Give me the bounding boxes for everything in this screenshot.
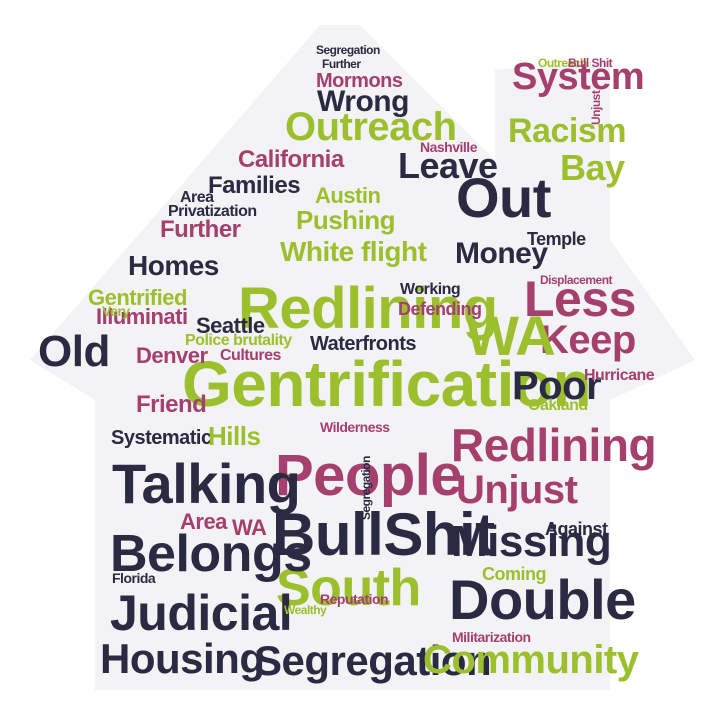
word-further: Further — [160, 216, 241, 243]
word-police-brutality: Police brutality — [185, 332, 292, 349]
word-pushing: Pushing — [296, 205, 396, 235]
word-racism: Racism — [508, 112, 626, 150]
word-waterfronts: Waterfronts — [310, 333, 416, 355]
word-oakland: Oakland — [528, 397, 588, 414]
word-defending: Defending — [398, 299, 482, 319]
word-less: Less — [524, 271, 636, 327]
word-temple: Temple — [527, 229, 586, 249]
word-unjust-vertical: Unjust — [589, 90, 603, 125]
word-segregation: Segregation — [254, 637, 492, 684]
word-system: System — [512, 56, 645, 98]
word-coming: Coming — [482, 564, 547, 584]
word-wa-big: WA — [466, 304, 556, 367]
word-hills: Hills — [208, 421, 261, 451]
word-old-big: Old — [38, 327, 110, 376]
word-families: Families — [208, 172, 301, 199]
word-homes: Homes — [128, 250, 219, 281]
word-people: People — [275, 443, 463, 508]
word-south-main: South — [276, 559, 421, 617]
word-displacement: Displacement — [540, 273, 613, 287]
word-leave: Leave — [398, 145, 498, 186]
word-judicial: Judicial — [110, 585, 293, 641]
word-wilderness: Wilderness — [320, 419, 390, 435]
word-very: Very — [102, 303, 130, 319]
word-outreach: Outreach — [285, 105, 457, 149]
word-wrong: Wrong — [317, 85, 409, 118]
word-unjust: Unjust — [456, 468, 578, 512]
word-austin: Austin — [315, 183, 381, 208]
word-privatization: Privatization — [168, 203, 257, 220]
word-florida: Florida — [112, 570, 156, 586]
word-militarization: Militarization — [452, 629, 531, 645]
word-out: Out — [456, 166, 551, 229]
word-friend: Friend — [136, 391, 207, 418]
word-segregation-vertical: Segregation — [359, 456, 373, 520]
word-double: Double — [449, 568, 636, 631]
word-nashville: Nashville — [420, 139, 477, 155]
word-hurricane: Hurricane — [584, 367, 655, 384]
word-bay-right: Bay — [560, 147, 625, 188]
word-area: Area — [180, 189, 214, 206]
word-redlining-main: Redlining — [238, 276, 498, 341]
word-segregation-small: Segregation — [316, 43, 380, 57]
word-further-small: Further — [322, 57, 361, 71]
word-systematic: Systematic — [111, 427, 212, 449]
word-against: Against — [545, 519, 608, 539]
word-mormons: Mormons — [316, 70, 403, 92]
word-reputation: Reputation — [320, 591, 389, 607]
word-keep: Keep — [540, 318, 636, 362]
word-california: California — [238, 146, 344, 173]
word-housing: Housing — [100, 635, 265, 682]
word-belongs: Belongs — [110, 525, 312, 583]
word-wa-small: WA — [232, 515, 267, 540]
word-cultures: Cultures — [220, 347, 281, 364]
word-money: Money — [455, 237, 548, 270]
word-wealthy: Wealthy — [284, 603, 327, 617]
word-white-flight: White flight — [280, 236, 427, 267]
word-talking: Talking — [112, 452, 301, 515]
word-bull-shit-small: Bull Shit — [568, 56, 613, 70]
word-bullshit: BullShit — [272, 501, 495, 568]
word-area-box: Area — [180, 509, 227, 534]
word-seattle: Seattle — [196, 313, 265, 338]
word-poor-big: Poor — [512, 364, 602, 408]
word-outreach-small: Outreach — [538, 56, 587, 70]
word-gentrification: Gentrification — [182, 348, 592, 420]
word-gentrified: Gentrified — [88, 285, 187, 310]
word-redlining-right: Redlining — [451, 419, 657, 471]
word-denver: Denver — [136, 343, 208, 368]
word-community: Community — [423, 638, 639, 682]
word-missing: Missing — [451, 517, 612, 566]
word-working: Working — [400, 281, 461, 298]
word-illuminati: Illuminati — [96, 304, 188, 329]
